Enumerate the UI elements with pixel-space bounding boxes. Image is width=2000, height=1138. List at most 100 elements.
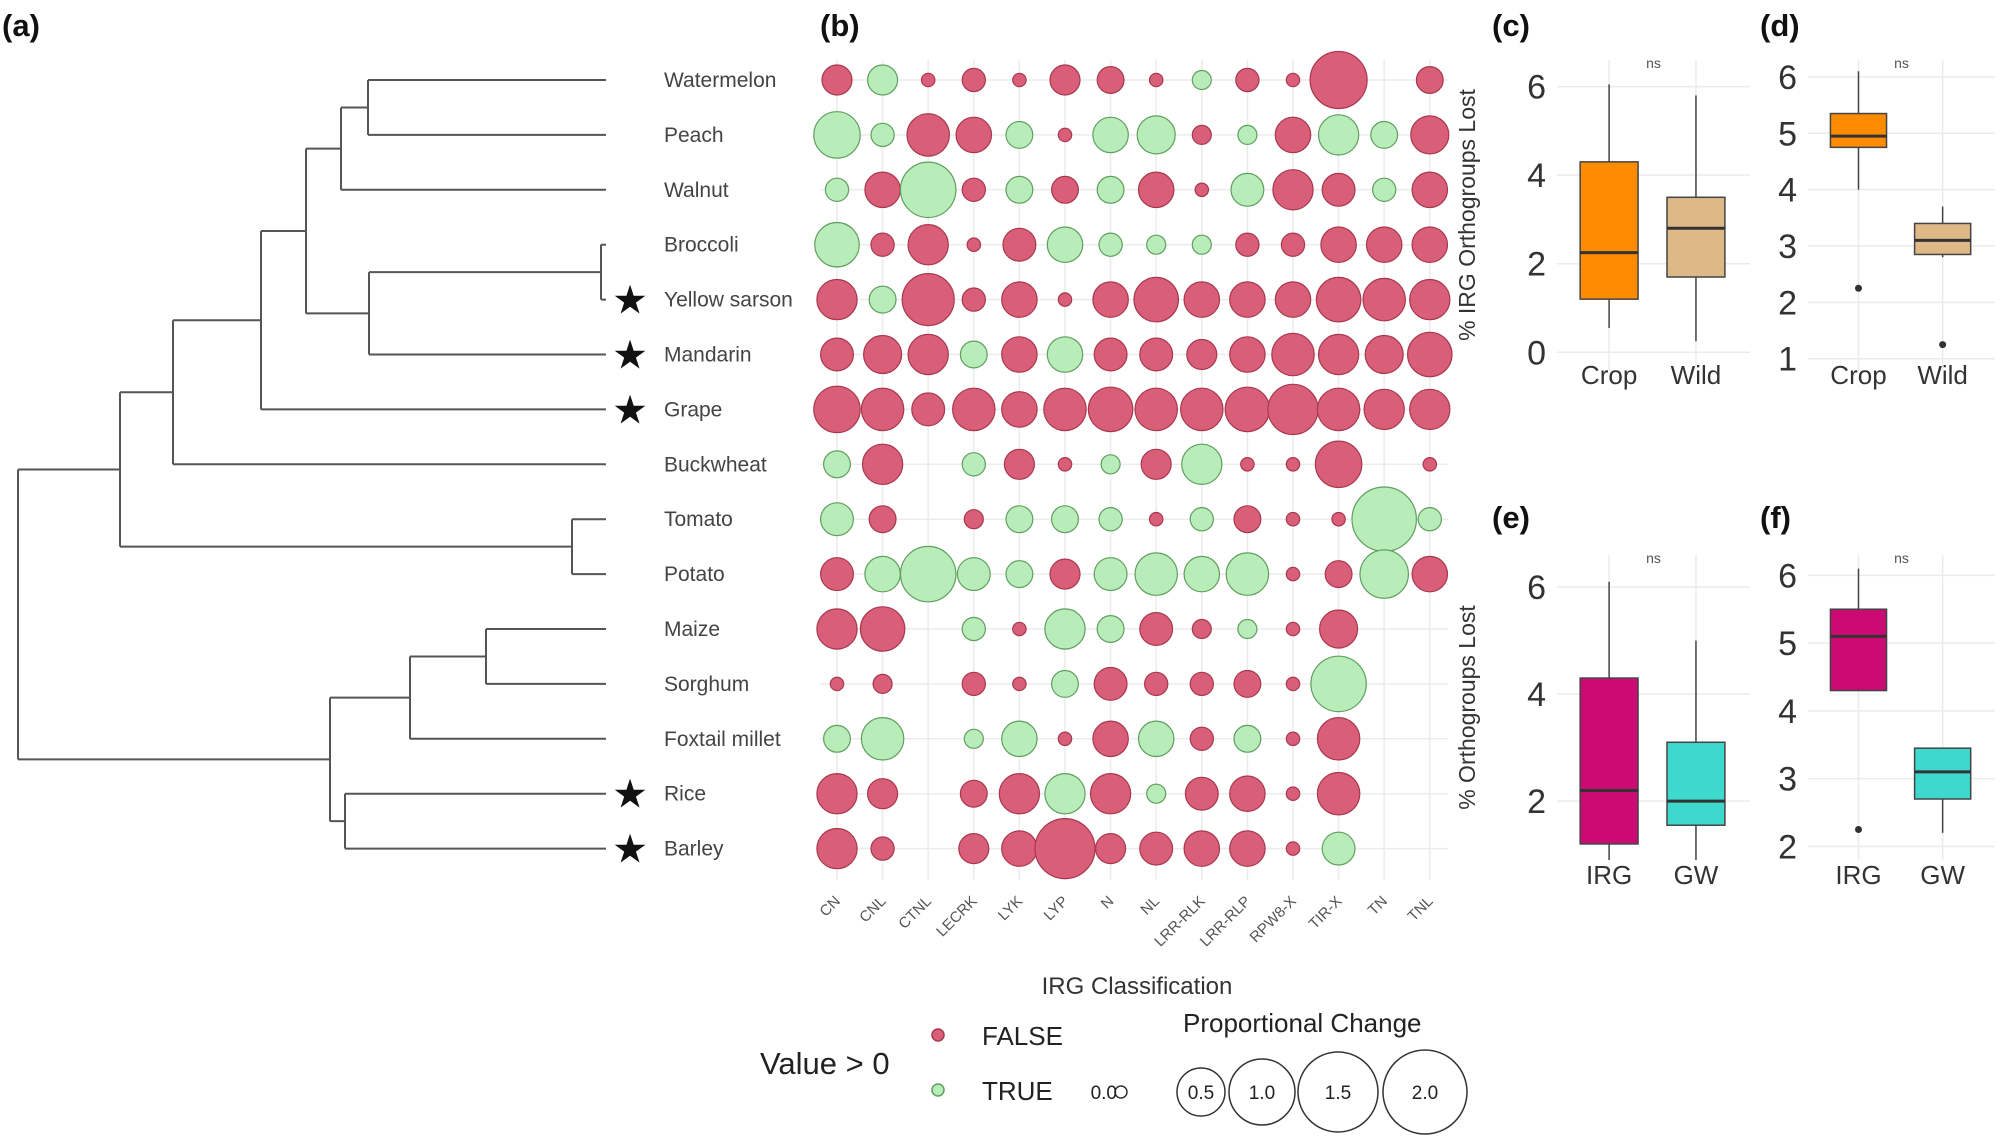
x-tick-label: NL [1137, 893, 1163, 919]
bubble-false [901, 273, 955, 327]
bubble-true [1321, 831, 1356, 866]
bubble-false [1184, 776, 1219, 811]
bubble-false [860, 387, 905, 432]
box [1666, 196, 1726, 278]
bubble-false [961, 177, 987, 202]
bubble-false [1089, 773, 1132, 815]
bubble-true [1093, 557, 1128, 592]
size-legend-circle [1176, 1067, 1226, 1117]
bubble-false [906, 113, 951, 157]
bubble-true [959, 340, 988, 369]
bubble-true [1189, 507, 1215, 532]
bubble-true [860, 716, 905, 761]
bubble-false [1316, 771, 1361, 816]
y-tick-label: 2 [1778, 828, 1797, 866]
bubble-true [822, 724, 851, 753]
bubble-false [1094, 832, 1127, 865]
bubble-true [1098, 507, 1123, 532]
bubble-true [870, 122, 895, 148]
bubble-false [1229, 336, 1266, 373]
panel-label-a: (a) [2, 8, 40, 43]
outlier-point [1854, 826, 1862, 833]
bubble-true [1044, 608, 1086, 650]
bubble-true [899, 161, 957, 219]
bubble-false [1137, 171, 1175, 209]
box [1666, 741, 1726, 826]
x-tick-label: RPW8-X [1247, 893, 1300, 946]
bubble-false [816, 278, 858, 321]
x-tick-label: GW [1674, 860, 1719, 890]
bubble-false [1189, 726, 1215, 752]
bubble-false [1365, 226, 1403, 264]
bubble-false [1140, 448, 1172, 480]
x-tick-label: LECRK [933, 893, 980, 940]
x-tick-label: N [1098, 893, 1118, 913]
bubble-false [1229, 281, 1266, 318]
bubble-false [1285, 676, 1301, 692]
bubble-true [963, 728, 984, 749]
y-tick-label: 4 [1527, 157, 1546, 195]
species-label: Yellow sarson [664, 289, 793, 312]
y-tick-label: 5 [1778, 625, 1797, 663]
bubble-false [1321, 172, 1356, 207]
star-marker: ★ [612, 333, 648, 379]
bubble-false [819, 337, 854, 372]
bubble-true [1096, 614, 1125, 643]
bubble-true [956, 557, 991, 592]
bubble-false [955, 116, 993, 154]
box [1579, 161, 1639, 300]
bubble-false [1318, 609, 1359, 649]
star-marker: ★ [612, 827, 648, 873]
bubble-false [1229, 830, 1266, 867]
bubble-false [1092, 720, 1129, 758]
y-tick-label: 0 [1527, 334, 1546, 372]
bubble-false [1096, 65, 1125, 94]
bubble-true [961, 616, 987, 642]
bubble-false [1280, 232, 1306, 257]
bubble-false [1002, 227, 1037, 262]
bubble-false [1271, 332, 1315, 377]
x-tick-label: Crop [1830, 360, 1886, 390]
bubble-false [1320, 226, 1357, 264]
y-tick-label: 3 [1778, 228, 1797, 266]
bubble-true [1005, 120, 1034, 149]
bubble-false [966, 237, 982, 252]
bubble-false [870, 232, 895, 257]
bubble-false [1415, 65, 1444, 94]
bubble-false [821, 64, 853, 96]
bubble-false [1267, 383, 1319, 436]
bubble-false [1012, 621, 1027, 637]
bubble-false [1272, 169, 1314, 211]
bubble-false [1309, 50, 1368, 110]
bubble-false [1148, 511, 1164, 527]
x-tick-label: GW [1920, 860, 1965, 890]
x-tick-label: CTNL [895, 893, 935, 933]
bubble-false [1012, 72, 1027, 88]
bubble-false [816, 827, 858, 870]
bubble-false [1331, 511, 1346, 527]
significance-label: ns [1646, 55, 1661, 71]
bubble-x-axis-title: IRG Classification [1042, 973, 1233, 1000]
y-tick-label: 2 [1778, 284, 1797, 322]
size-legend-circle [1382, 1049, 1468, 1135]
bubble-false [1139, 831, 1174, 866]
bubble-true [1371, 177, 1397, 202]
bubble-false [1285, 566, 1301, 582]
bubble-false [816, 608, 858, 650]
bubble-true [824, 177, 850, 202]
y-tick-label: 6 [1527, 69, 1546, 107]
outlier-point [1854, 284, 1862, 292]
x-tick-label: CNL [856, 893, 889, 926]
bubble-false [1139, 337, 1174, 372]
bubble-false [1133, 276, 1180, 323]
bubble-false [864, 171, 901, 209]
bubble-true [1417, 507, 1443, 532]
y-tick-label: 2 [1527, 246, 1546, 284]
bubble-false [1012, 676, 1027, 692]
bubble-false [866, 778, 899, 810]
bubble-false [1001, 391, 1038, 428]
bubble-true [1096, 175, 1125, 204]
bubble-false [1191, 618, 1212, 640]
size-legend-label: 2.0 [1412, 1083, 1438, 1104]
bubble-true [1225, 552, 1270, 596]
